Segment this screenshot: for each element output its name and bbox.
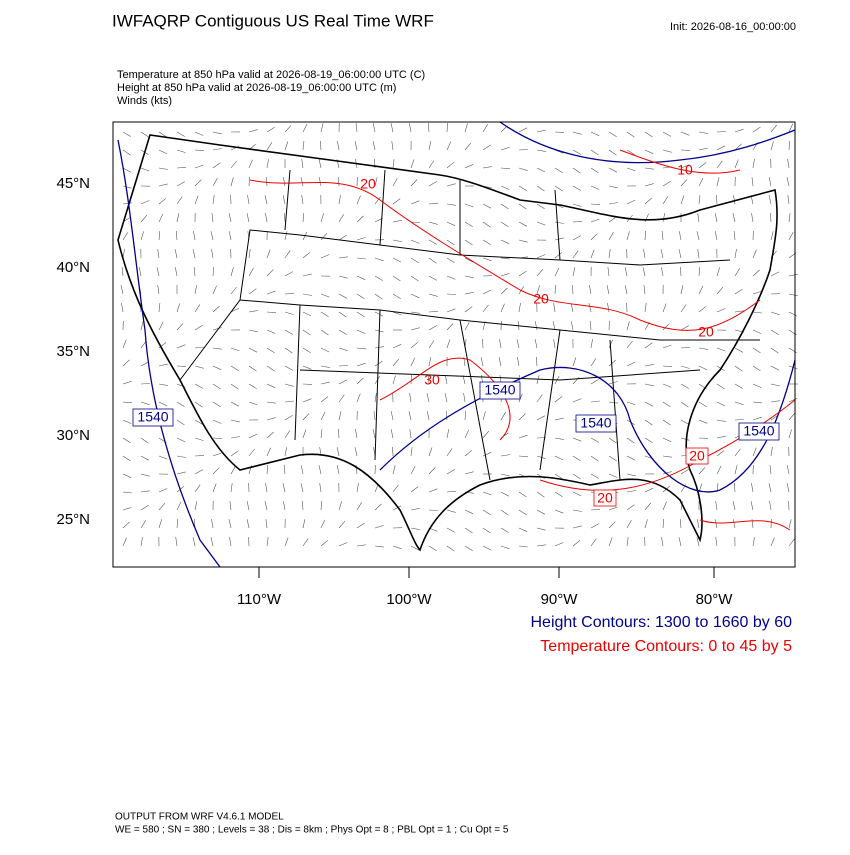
temp-label: 20 <box>698 324 714 340</box>
temp-label: 10 <box>677 162 693 178</box>
lon-label: 110°W <box>237 591 282 608</box>
temp-label: 30 <box>424 372 440 388</box>
lat-label: 25°N <box>56 511 90 528</box>
field-desc: Temperature at 850 hPa valid at 2026-08-… <box>117 69 425 81</box>
footer: OUTPUT FROM WRF V4.6.1 MODEL <box>115 812 284 823</box>
height-label: 1540 <box>580 415 611 431</box>
height-label: 1540 <box>743 423 774 439</box>
field-desc: Height at 850 hPa valid at 2026-08-19_06… <box>117 82 396 94</box>
temp-label: 20 <box>597 490 613 506</box>
temp-label: 20 <box>533 291 549 307</box>
legend-temperature: Temperature Contours: 0 to 45 by 5 <box>540 638 792 655</box>
temp-label: 20 <box>360 176 376 192</box>
lon-label: 100°W <box>386 591 432 608</box>
lat-label: 35°N <box>56 343 90 360</box>
lon-label: 80°W <box>696 591 734 608</box>
init-time: Init: 2026-08-16_00:00:00 <box>670 21 796 33</box>
map: 1540 1540 1540 1540 20 10 20 30 20 20 20… <box>56 122 798 608</box>
height-label: 1540 <box>484 382 515 398</box>
height-label: 1540 <box>137 409 168 425</box>
lat-label: 40°N <box>56 259 90 276</box>
map-area <box>113 122 795 567</box>
lat-label: 45°N <box>56 175 90 192</box>
lon-label: 90°W <box>541 591 579 608</box>
temp-label: 20 <box>689 448 705 464</box>
field-desc: Winds (kts) <box>117 95 172 107</box>
legend-height: Height Contours: 1300 to 1660 by 60 <box>530 614 792 631</box>
title: IWFAQRP Contiguous US Real Time WRF <box>112 11 434 30</box>
lat-label: 30°N <box>56 427 90 444</box>
footer: WE = 580 ; SN = 380 ; Levels = 38 ; Dis … <box>115 825 509 836</box>
